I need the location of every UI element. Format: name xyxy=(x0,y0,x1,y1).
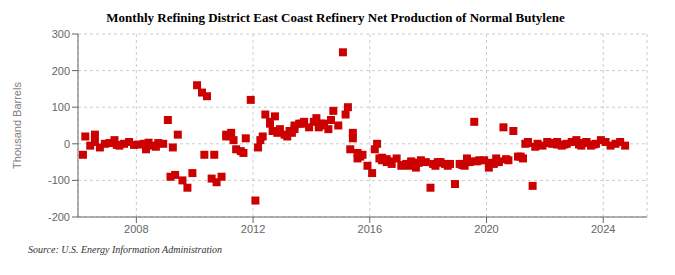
svg-text:0: 0 xyxy=(64,138,70,150)
svg-text:2012: 2012 xyxy=(241,223,265,235)
svg-text:-200: -200 xyxy=(48,211,70,223)
svg-text:2016: 2016 xyxy=(358,223,382,235)
svg-text:300: 300 xyxy=(52,28,70,40)
html-text:Monthly Refining District East: Monthly Refining District East Coast Ref… xyxy=(106,10,565,25)
svg-text:2024: 2024 xyxy=(591,223,615,235)
svg-text:-100: -100 xyxy=(48,174,70,186)
svg-text:100: 100 xyxy=(52,101,70,113)
svg-text:200: 200 xyxy=(52,65,70,77)
html-text:Source: U.S. Energy Informatio: Source: U.S. Energy Information Administ… xyxy=(28,244,223,255)
svg-text:Thousand Barrels: Thousand Barrels xyxy=(11,82,23,169)
svg-text:2008: 2008 xyxy=(124,223,148,235)
svg-text:2020: 2020 xyxy=(474,223,498,235)
